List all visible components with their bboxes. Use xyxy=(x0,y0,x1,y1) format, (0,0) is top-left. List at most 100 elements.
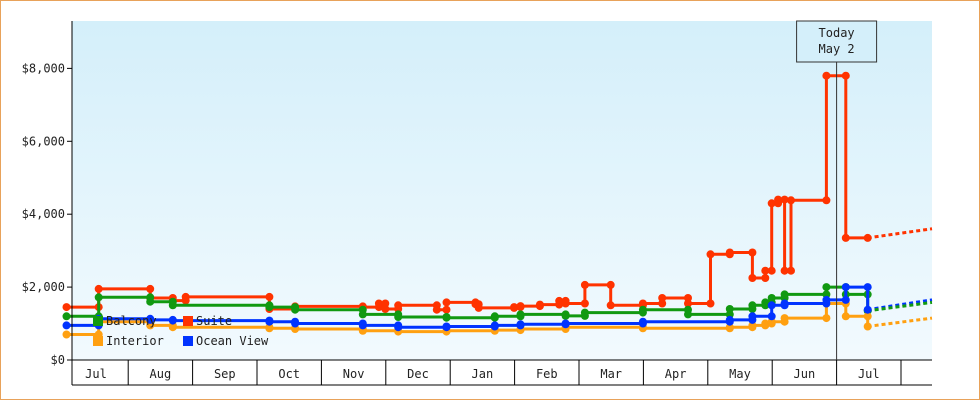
data-point-balcony xyxy=(62,312,71,321)
data-point-suite xyxy=(606,280,615,289)
data-point-suite xyxy=(658,294,667,302)
forecast-line-suite xyxy=(867,227,933,240)
data-point-suite xyxy=(561,299,570,308)
data-point-ocean-view xyxy=(394,323,403,332)
forecast-layer xyxy=(867,227,933,328)
data-point-suite xyxy=(841,233,850,242)
data-point-balcony xyxy=(146,297,155,306)
legend-swatch-suite xyxy=(183,316,193,326)
data-point-ocean-view xyxy=(265,317,274,326)
data-point-ocean-view xyxy=(841,283,850,292)
data-point-balcony xyxy=(442,313,451,322)
today-label: May 2 xyxy=(819,42,855,56)
data-point-balcony xyxy=(265,303,274,312)
data-point-interior xyxy=(62,330,71,339)
data-point-interior xyxy=(780,314,789,323)
legend-label-ocean-view: Ocean View xyxy=(196,334,269,348)
data-point-suite xyxy=(62,303,71,312)
legend-swatch-ocean-view xyxy=(183,336,193,346)
data-point-ocean-view xyxy=(767,312,776,321)
data-point-ocean-view xyxy=(62,321,71,330)
data-point-suite xyxy=(780,266,789,275)
data-point-suite xyxy=(658,299,667,308)
data-point-ocean-view xyxy=(767,301,776,310)
data-point-suite xyxy=(442,298,451,307)
data-point-interior xyxy=(863,312,872,321)
data-point-balcony xyxy=(490,312,499,321)
data-point-suite xyxy=(787,196,795,205)
data-point-suite xyxy=(94,284,103,293)
data-point-ocean-view xyxy=(863,305,872,314)
data-point-suite xyxy=(381,305,390,313)
legend: Balcony Suite Interior Ocean View xyxy=(93,314,269,348)
legend-label-balcony: Balcony xyxy=(106,314,157,328)
data-point-interior xyxy=(265,324,274,333)
data-point-suite xyxy=(725,248,734,257)
series-layer xyxy=(62,71,872,339)
legend-swatch-balcony xyxy=(93,316,103,326)
data-point-balcony xyxy=(580,308,589,317)
x-tick-label: Dec xyxy=(407,367,429,381)
data-point-suite xyxy=(555,296,564,305)
data-point-balcony xyxy=(394,313,403,321)
data-point-suite xyxy=(748,248,757,257)
data-point-interior xyxy=(822,314,831,323)
data-point-suite xyxy=(822,196,831,205)
data-point-suite xyxy=(510,303,519,312)
data-point-balcony xyxy=(516,310,525,319)
data-point-suite xyxy=(706,299,715,308)
x-tick-label: Oct xyxy=(278,367,300,381)
x-tick-label: Jul xyxy=(858,367,880,381)
x-tick-label: Mar xyxy=(600,367,622,381)
x-tick-label: Apr xyxy=(665,367,687,381)
data-point-suite xyxy=(684,299,692,308)
data-point-interior xyxy=(725,323,734,332)
data-point-balcony xyxy=(767,294,776,302)
data-point-suite xyxy=(748,274,757,282)
data-point-suite xyxy=(767,199,776,208)
data-point-suite xyxy=(580,280,589,289)
axis-layer: $0 $2,000 $4,000 $6,000 $8,000 Jul Aug Sep Oct No… xyxy=(22,21,932,386)
data-point-interior xyxy=(146,321,155,330)
x-tick-label: Sep xyxy=(214,367,236,381)
data-point-suite xyxy=(638,299,647,308)
data-point-suite xyxy=(580,299,589,308)
data-point-ocean-view xyxy=(146,315,155,324)
data-point-suite xyxy=(606,301,615,310)
data-point-suite xyxy=(706,250,715,259)
data-point-suite xyxy=(265,292,274,301)
legend-swatch-interior xyxy=(93,336,103,346)
data-point-suite xyxy=(822,71,831,80)
legend-label-suite: Suite xyxy=(196,314,232,328)
data-point-suite xyxy=(761,266,770,275)
data-point-balcony xyxy=(822,283,831,292)
data-point-balcony xyxy=(780,290,789,299)
data-point-suite xyxy=(780,195,789,204)
data-point-interior xyxy=(291,325,300,333)
data-point-balcony xyxy=(822,290,831,299)
data-point-ocean-view xyxy=(168,316,177,325)
data-point-balcony xyxy=(725,305,734,313)
x-tick-label: Nov xyxy=(343,367,365,381)
data-point-suite xyxy=(841,71,850,80)
data-point-ocean-view xyxy=(516,320,525,329)
forecast-line-balcony xyxy=(867,300,933,313)
data-point-ocean-view xyxy=(561,319,570,328)
data-point-balcony xyxy=(684,310,692,319)
today-marker: Today May 2 xyxy=(796,20,878,360)
forecast-line-interior xyxy=(867,316,933,328)
data-point-ocean-view xyxy=(638,317,647,326)
data-point-balcony xyxy=(748,301,757,310)
data-point-ocean-view xyxy=(358,321,367,330)
data-point-ocean-view xyxy=(822,295,831,304)
data-point-ocean-view xyxy=(442,322,451,331)
data-point-suite xyxy=(535,300,544,309)
data-point-balcony xyxy=(761,298,770,307)
x-tick-label: Jan xyxy=(472,367,494,381)
data-point-interior xyxy=(863,322,872,331)
x-tick-label: Jun xyxy=(794,367,816,381)
legend-label-interior: Interior xyxy=(106,334,164,348)
data-point-suite xyxy=(516,302,525,311)
data-point-ocean-view xyxy=(841,295,850,304)
